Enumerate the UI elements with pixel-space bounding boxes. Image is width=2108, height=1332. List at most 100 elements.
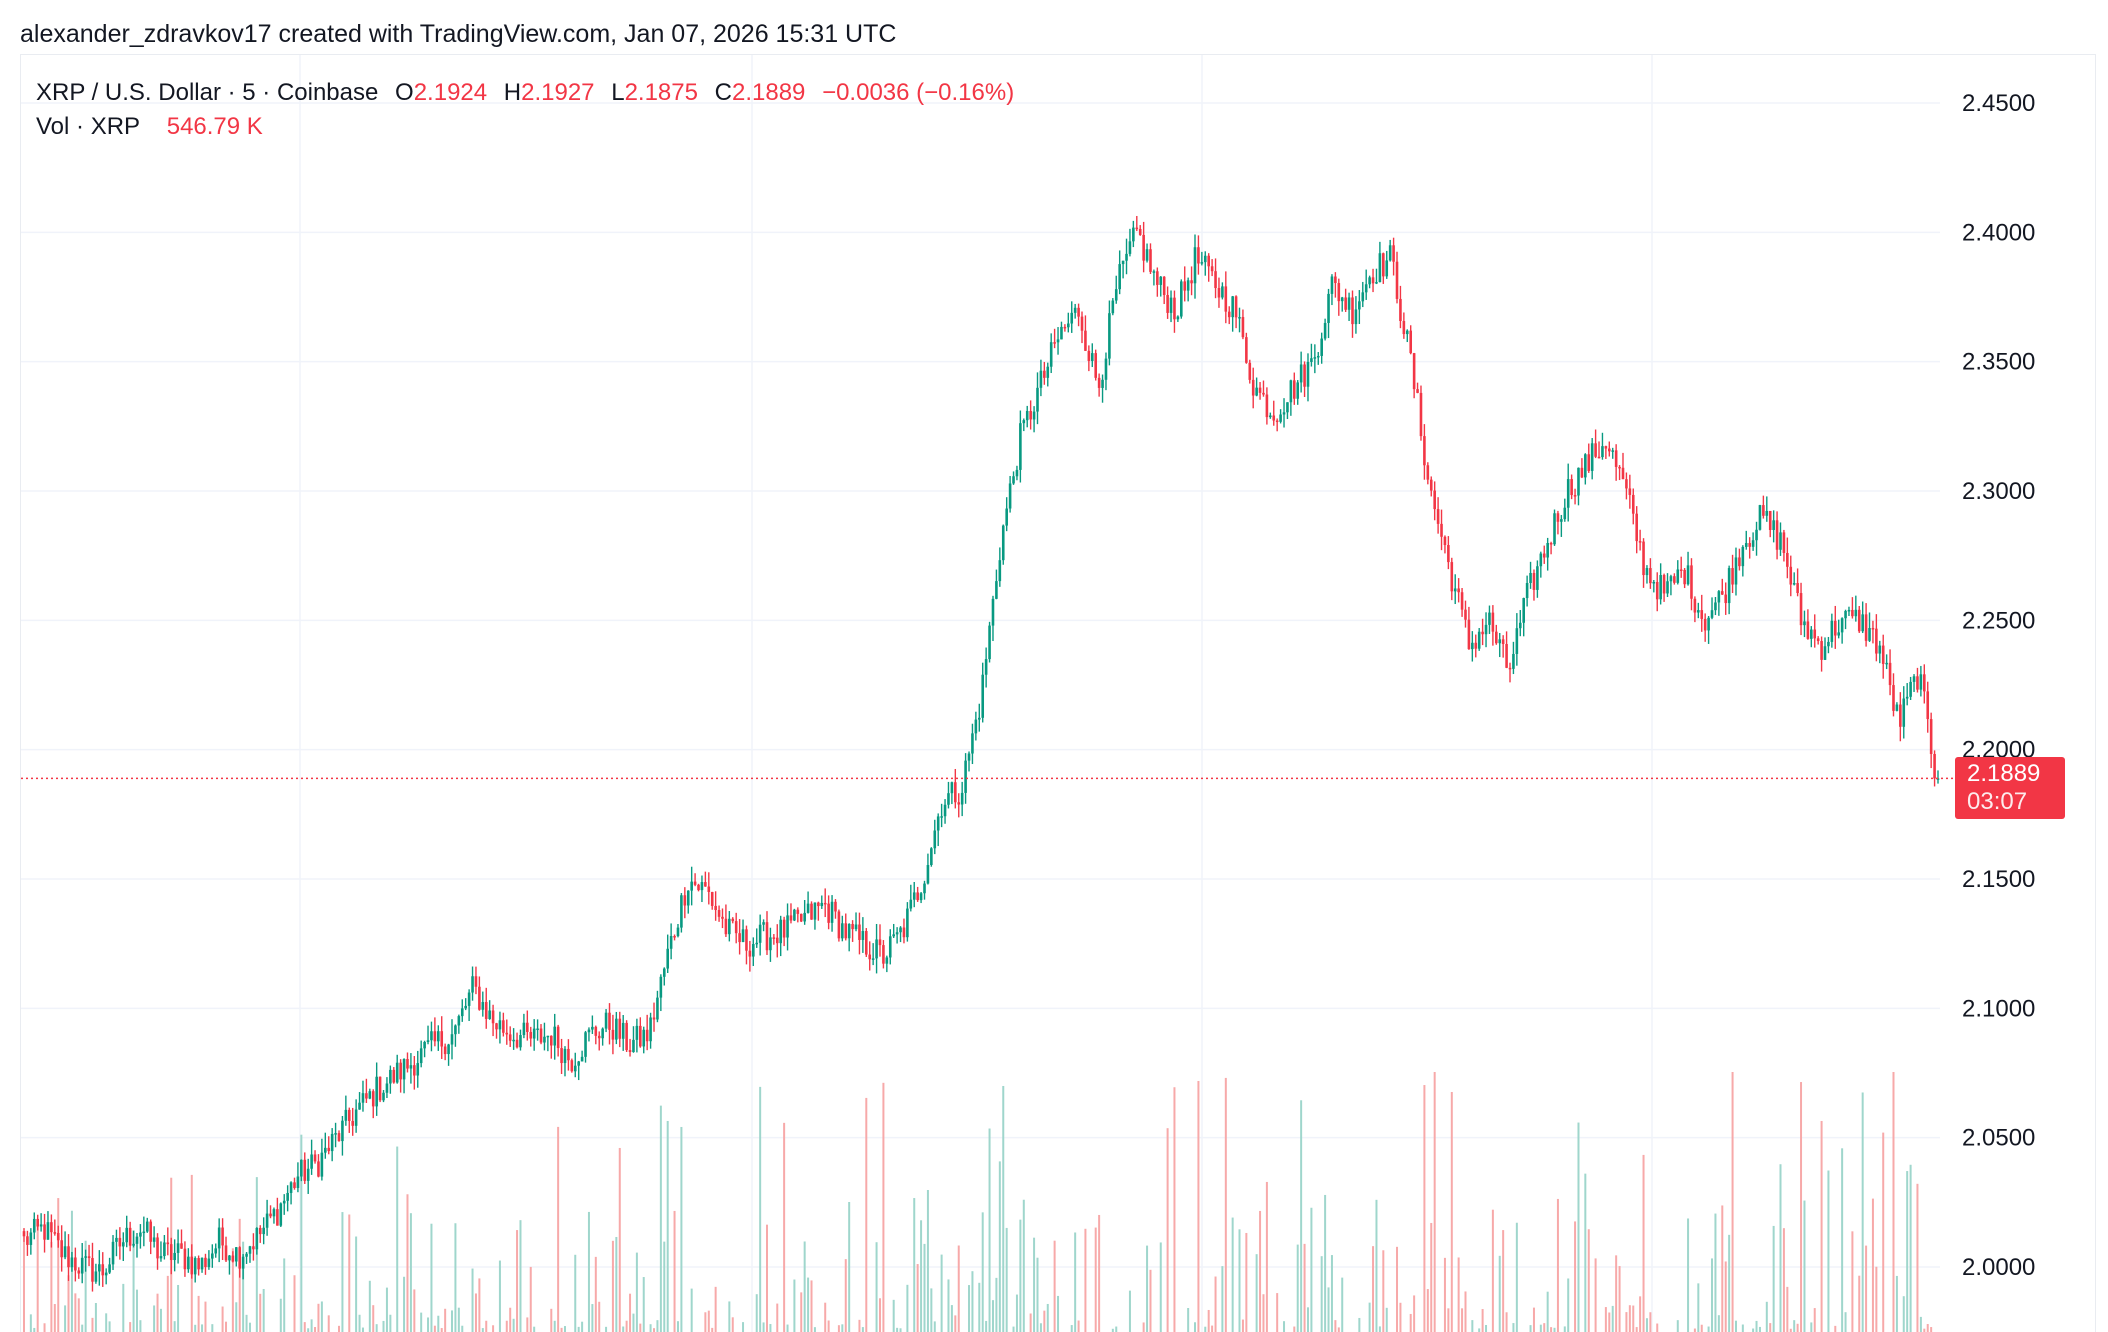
candle-body (871, 958, 875, 960)
candle-body (1169, 297, 1173, 313)
candle-body (440, 1031, 444, 1047)
candle-body (625, 1022, 628, 1051)
candle-body (1265, 394, 1269, 418)
candle-body (1573, 495, 1577, 497)
candle-body (265, 1213, 269, 1228)
candle-body (426, 1040, 430, 1042)
candle-body (385, 1083, 389, 1093)
volume-bar (1793, 1320, 1796, 1332)
volume-bar (1851, 1231, 1854, 1332)
candle-body (734, 921, 738, 934)
volume-bar (327, 1315, 330, 1332)
candle-body (567, 1048, 570, 1061)
volume-bar (314, 1327, 317, 1332)
candle-body (1176, 316, 1180, 320)
candle-body (60, 1240, 63, 1258)
candle-body (560, 1048, 563, 1064)
candle-body (32, 1218, 36, 1233)
volume-bar (1012, 1326, 1015, 1332)
candle-body (858, 924, 861, 940)
volume-bar (615, 1236, 618, 1332)
candle-body (234, 1247, 238, 1262)
candle-body (1642, 541, 1645, 576)
volume-bar (1930, 1327, 1933, 1332)
volume-bar (981, 1212, 984, 1332)
candle-body (591, 1026, 594, 1030)
volume-bar (1752, 1328, 1755, 1332)
candle-body (224, 1245, 228, 1261)
candle-body (149, 1221, 152, 1242)
candle-body (1231, 296, 1234, 318)
candle-body (121, 1242, 125, 1247)
volume-bar (728, 1301, 731, 1332)
volume-bar (1204, 1326, 1207, 1332)
volume-bar (1916, 1183, 1919, 1332)
candle-body (573, 1065, 577, 1072)
candle-body (1549, 542, 1553, 545)
candle-body (981, 674, 985, 718)
chart-panel[interactable] (20, 54, 2096, 1332)
volume-bar (550, 1308, 553, 1332)
volume-bar (1714, 1213, 1717, 1332)
candle-body (91, 1258, 94, 1282)
candle-body (786, 915, 789, 938)
candle-body (806, 903, 810, 913)
candle-body (1447, 545, 1450, 563)
candle-body (1197, 247, 1200, 264)
candle-body (1628, 488, 1632, 495)
volume-bar (444, 1308, 447, 1332)
volume-bar (629, 1293, 632, 1332)
candle-body (1327, 293, 1330, 323)
candle-body (1655, 581, 1659, 600)
volume-bar (841, 1324, 844, 1332)
volume-bar (413, 1289, 416, 1332)
volume-bar (639, 1323, 642, 1332)
volume-bar (1173, 1087, 1176, 1332)
candle-body (1405, 330, 1409, 335)
volume-bar (1399, 1302, 1402, 1332)
candle-body (827, 903, 830, 923)
bar-countdown: 03:07 (1967, 788, 2028, 815)
candle-body (320, 1152, 324, 1177)
volume-bar (1464, 1291, 1467, 1332)
volume-bar (1594, 1258, 1597, 1332)
candle-body (1816, 638, 1820, 642)
volume-bar (611, 1240, 614, 1332)
candle-body (26, 1236, 29, 1245)
volume-bar (430, 1223, 433, 1332)
candle-body (1484, 624, 1488, 635)
candle-body (1036, 387, 1039, 412)
candle-body (1423, 436, 1426, 466)
candle-body (1833, 620, 1837, 636)
candle-body (666, 948, 670, 969)
volume-bar (581, 1321, 584, 1332)
volume-bar (930, 1288, 933, 1332)
volume-bar (598, 1301, 601, 1332)
candle-body (460, 1008, 464, 1017)
volume-bar (1734, 1320, 1737, 1332)
candle-body (371, 1091, 375, 1107)
candle-body (704, 882, 707, 887)
volume-bar (1433, 1072, 1436, 1332)
volume-bar (1461, 1308, 1464, 1332)
volume-bar (461, 1325, 464, 1332)
volume-bar (991, 1300, 994, 1332)
candle-body (50, 1222, 53, 1233)
volume-bar (420, 1312, 423, 1332)
legend-volume-label[interactable]: Vol · XRP (36, 113, 141, 140)
volume-bar (649, 1324, 652, 1332)
volume-bar (1396, 1246, 1399, 1332)
candle-body (1707, 617, 1710, 631)
volume-bar (594, 1256, 597, 1332)
legend-symbol[interactable]: XRP / U.S. Dollar · 5 · Coinbase (36, 79, 379, 106)
candle-body (799, 913, 803, 922)
candle-body (276, 1209, 279, 1226)
candle-body (998, 560, 1002, 582)
candle-body (1734, 557, 1738, 585)
volume-bar (235, 1302, 238, 1332)
candle-body (950, 782, 954, 794)
candle-body (1275, 420, 1279, 423)
candle-body (967, 753, 971, 761)
candle-body (1813, 629, 1817, 639)
